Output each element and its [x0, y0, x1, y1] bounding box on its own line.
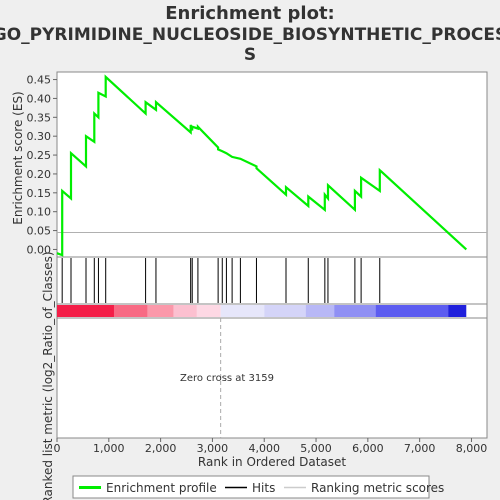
ranking-band: [173, 305, 197, 317]
y-tick-label: 0.20: [27, 168, 52, 181]
y-tick-label: 0.15: [27, 187, 52, 200]
legend-box: [72, 475, 430, 499]
chart-title-line1: Enrichment plot:: [165, 3, 335, 24]
ranking-band: [264, 305, 306, 317]
legend-enrichment-label: Enrichment profile: [106, 481, 217, 495]
x-tick-label: 5,000: [300, 442, 332, 455]
y-tick-label: 0.10: [27, 206, 52, 219]
y-tick-label: 0.00: [27, 243, 52, 256]
ranking-band: [147, 305, 174, 317]
zero-cross-annotation: Zero cross at 3159: [180, 373, 274, 384]
x-tick-label: 7,000: [404, 442, 436, 455]
y-tick-label: 0.35: [27, 111, 52, 124]
y-axis-label-es: Enrichment score (ES): [11, 91, 25, 224]
x-axis-label: Rank in Ordered Dataset: [198, 455, 346, 469]
x-tick-label: 6,000: [352, 442, 384, 455]
ranking-band: [196, 305, 221, 317]
x-tick-label: 1,000: [93, 442, 125, 455]
ranking-band: [57, 305, 114, 317]
y-tick-label: 0.30: [27, 130, 52, 143]
ranking-band: [220, 305, 265, 317]
chart-title-line2: GO_PYRIMIDINE_NUCLEOSIDE_BIOSYNTHETIC_PR…: [0, 25, 500, 45]
x-tick-label: 2,000: [145, 442, 177, 455]
ranking-band: [305, 305, 335, 317]
es-panel-frame: [56, 71, 488, 258]
x-tick-label: 8,000: [456, 442, 488, 455]
y-tick-label: 0.40: [27, 92, 52, 105]
hits-panel-frame: [56, 256, 488, 305]
ranking-band: [113, 305, 148, 317]
x-tick-label: 3,000: [197, 442, 229, 455]
ranking-band: [375, 305, 449, 317]
y-axis-label-metric: Ranked list metric (log2_Ratio_of_Classe…: [41, 251, 55, 500]
y-tick-label: 0.05: [27, 225, 52, 238]
chart-title-line3: S: [244, 45, 256, 65]
ranking-band: [334, 305, 376, 317]
x-tick-label: 4,000: [248, 442, 280, 455]
ranking-band: [448, 305, 467, 317]
x-tick-label: 0: [54, 442, 61, 455]
metric-panel-frame: [56, 317, 488, 439]
y-tick-label: 0.45: [27, 74, 52, 87]
enrichment-profile-line: [56, 74, 468, 257]
legend-metric-label: Ranking metric scores: [311, 481, 444, 495]
y-tick-label: 0.25: [27, 149, 52, 162]
legend-hits-label: Hits: [252, 481, 275, 495]
